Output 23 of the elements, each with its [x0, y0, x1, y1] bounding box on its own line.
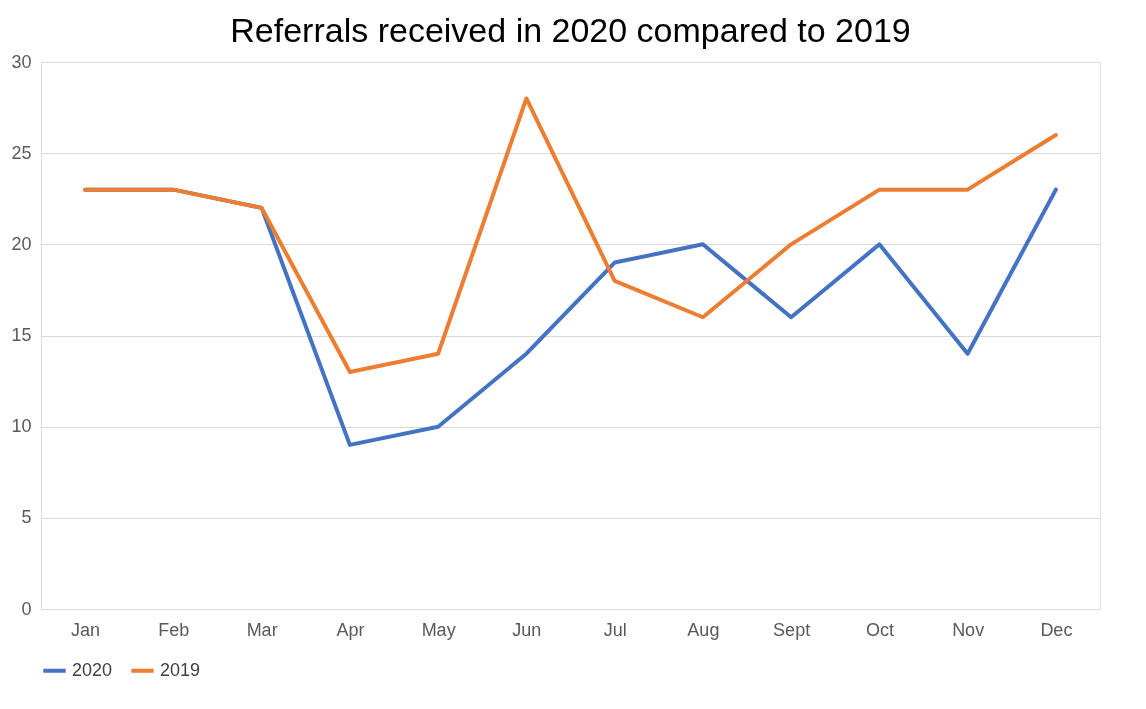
x-tick-label: Jun — [512, 619, 542, 640]
chart-title: Referrals received in 2020 compared to 2019 — [230, 11, 911, 49]
line-series — [83, 96, 1058, 374]
x-tick-label: Dec — [1040, 619, 1073, 640]
y-tick-label: 0 — [21, 598, 32, 619]
x-tick-label: Jan — [71, 619, 101, 640]
y-tick-label: 20 — [11, 233, 32, 254]
x-tick-label: Apr — [336, 619, 365, 640]
x-tick-label: Sept — [773, 619, 811, 640]
y-tick-label: 25 — [11, 142, 32, 163]
legend-label: 2020 — [72, 659, 113, 680]
x-tick-label: Nov — [952, 619, 985, 640]
y-tick-label: 30 — [11, 51, 32, 72]
x-tick-label: Oct — [865, 619, 894, 640]
x-tick-label: Aug — [687, 619, 720, 640]
x-tick-label: May — [421, 619, 456, 640]
y-tick-label: 5 — [21, 507, 32, 528]
y-tick-label: 15 — [11, 325, 32, 345]
x-tick-label: Jul — [603, 619, 627, 640]
legend-label: 2019 — [160, 659, 201, 680]
y-tick-label: 10 — [11, 416, 32, 437]
x-tick-label: Feb — [158, 619, 190, 640]
x-tick-label: Mar — [246, 619, 278, 640]
